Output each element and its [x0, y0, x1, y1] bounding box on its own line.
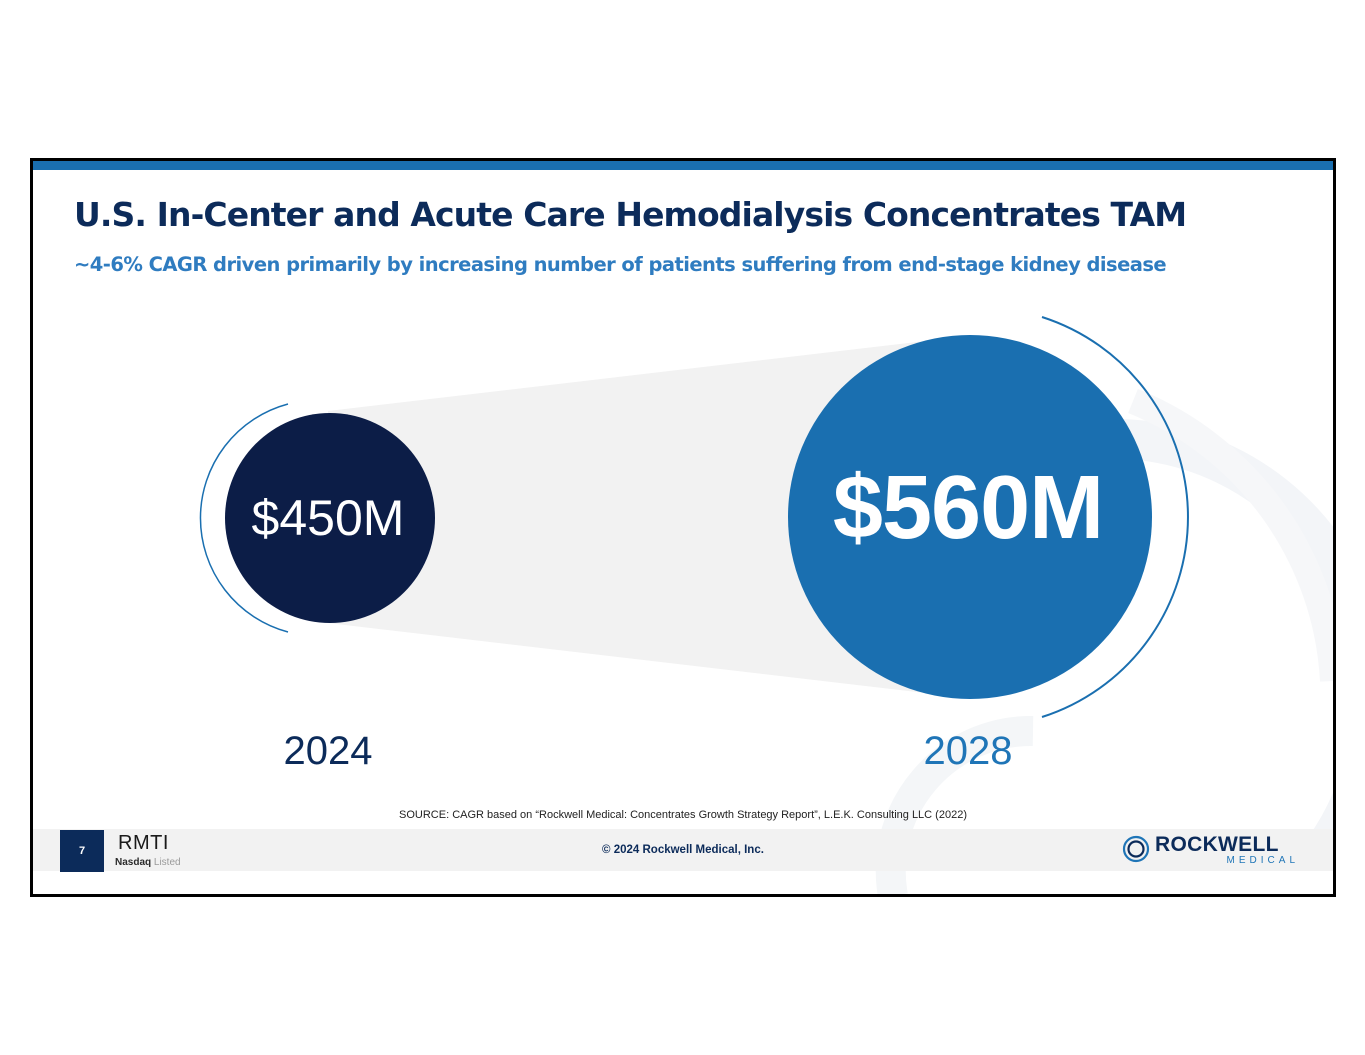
listing-text: Listed [151, 857, 181, 868]
slide-subtitle: ~4-6% CAGR driven primarily by increasin… [74, 253, 1167, 276]
arc-2028 [1041, 316, 1189, 718]
arc-2024 [199, 403, 289, 633]
footer: 7 RMTI Nasdaq Listed © 2024 Rockwell Med… [33, 829, 1333, 872]
listing-note: Nasdaq Listed [115, 857, 181, 868]
top-accent-bar [33, 161, 1333, 170]
circle-2028 [788, 335, 1152, 699]
tam-growth-graphic [199, 316, 1189, 718]
slide: U.S. In-Center and Acute Care Hemodialys… [30, 158, 1336, 897]
growth-funnel [328, 336, 968, 698]
tam-2028-value: $560M [832, 458, 1104, 558]
ticker-symbol: RMTI [118, 832, 169, 854]
rockwell-mark-icon [1122, 835, 1150, 863]
tam-2024-value: $450M [251, 490, 405, 546]
copyright: © 2024 Rockwell Medical, Inc. [602, 844, 764, 856]
slide-title: U.S. In-Center and Acute Care Hemodialys… [74, 195, 1187, 234]
circle-2024 [225, 413, 435, 623]
year-2028-label: 2028 [923, 729, 1013, 773]
logo-wordmark: ROCKWELL [1155, 833, 1279, 856]
source-note: SOURCE: CAGR based on “Rockwell Medical:… [399, 809, 967, 821]
year-2024-label: 2024 [283, 729, 373, 773]
page-number: 7 [60, 830, 104, 872]
rockwell-logo: ROCKWELL MEDICAL [1122, 833, 1302, 867]
logo-subtext: MEDICAL [1226, 855, 1299, 866]
listing-exchange: Nasdaq [115, 857, 152, 868]
